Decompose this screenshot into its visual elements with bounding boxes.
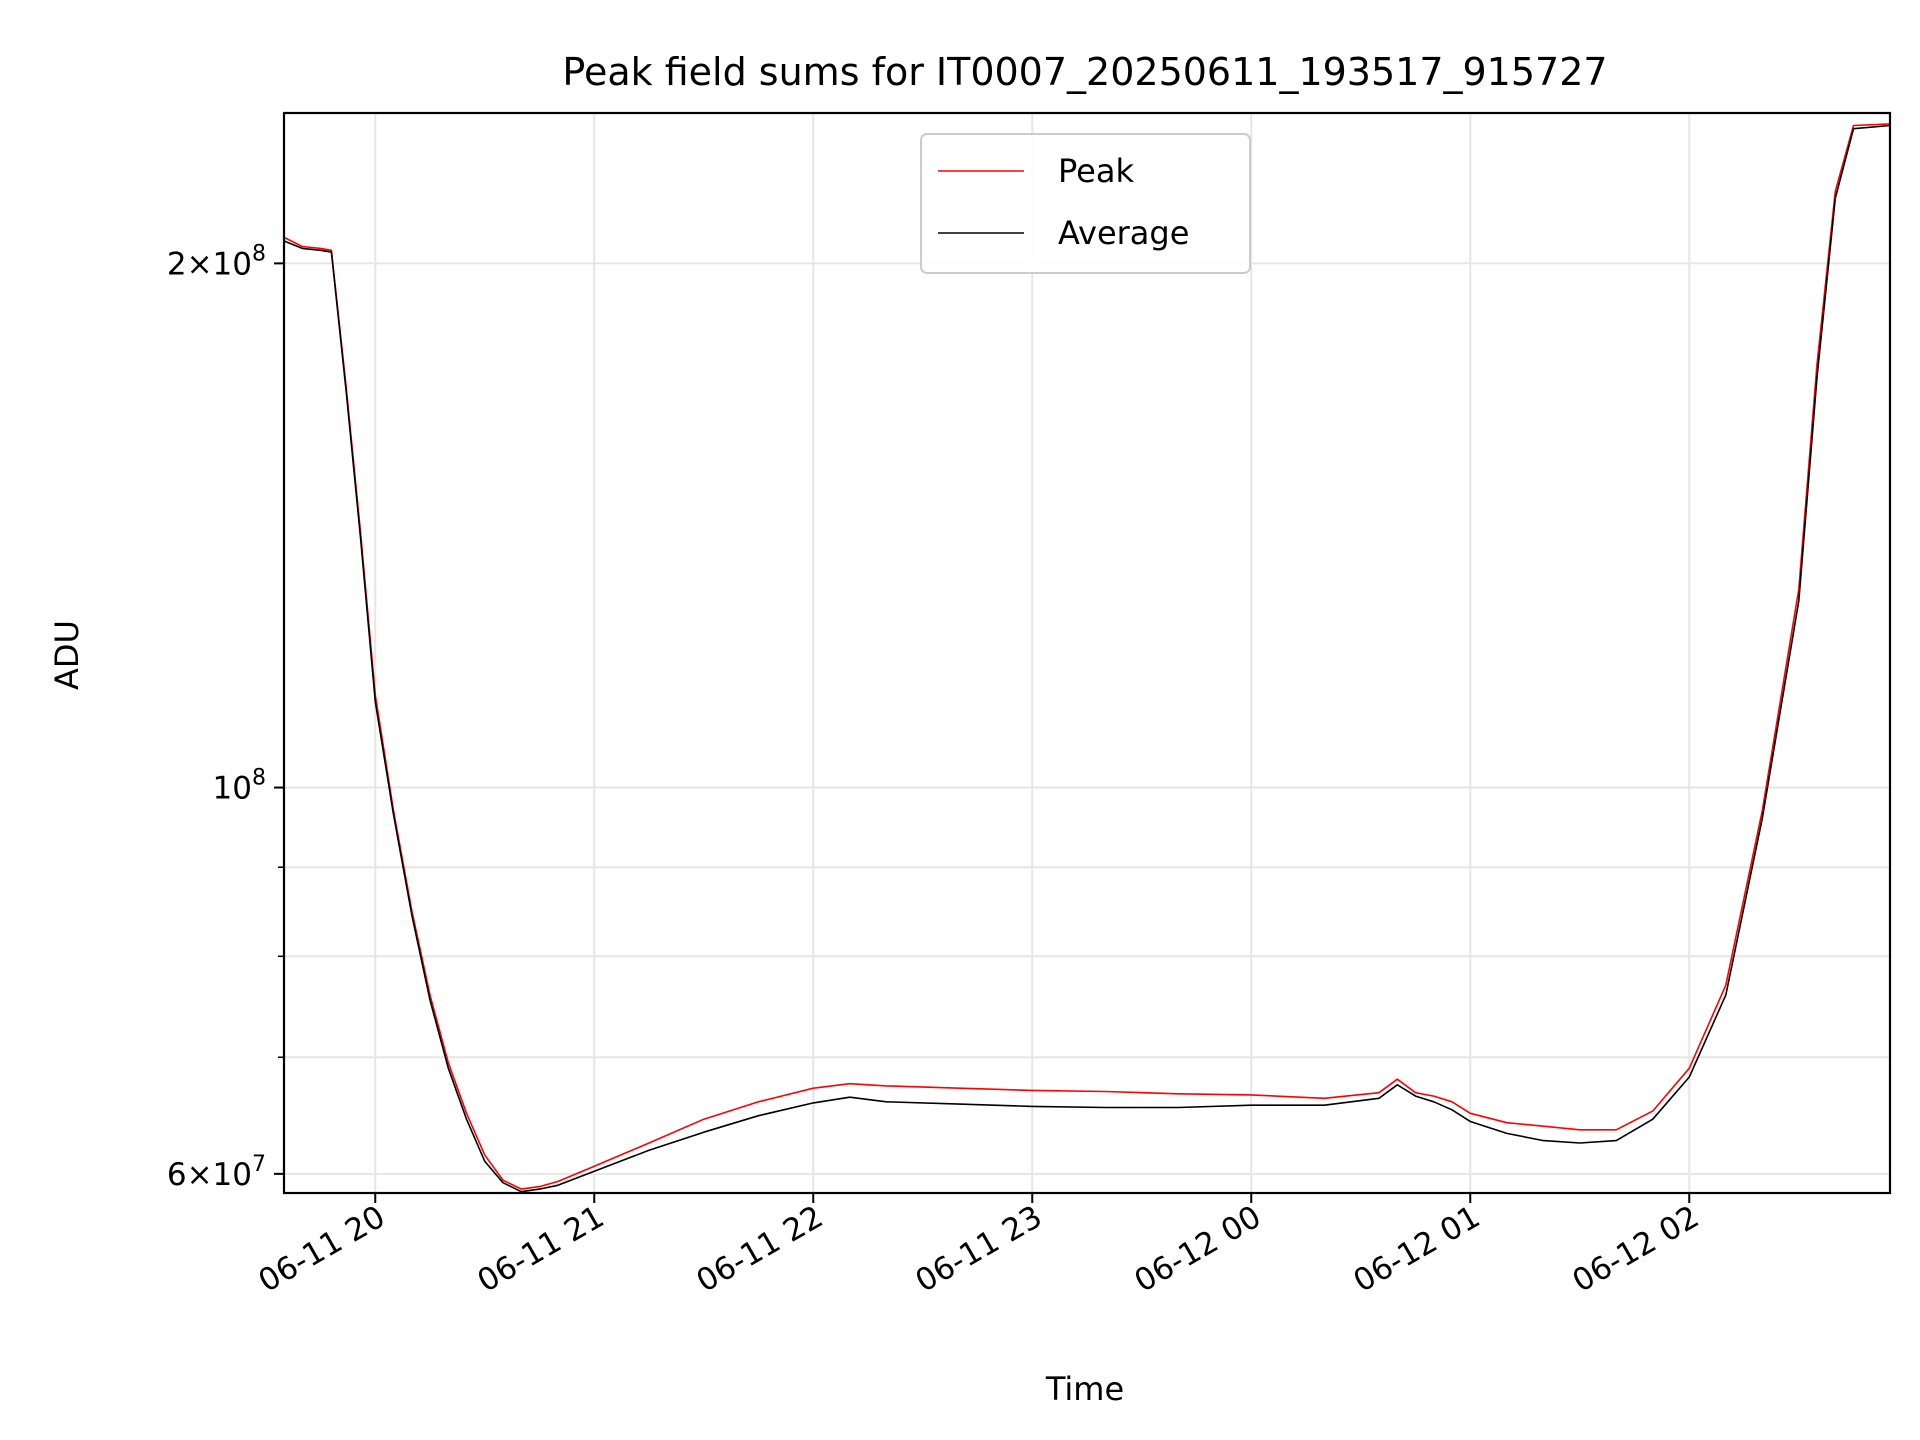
y-tick-mantissa: 2 <box>167 246 187 282</box>
legend-label-average: Average <box>1058 214 1189 252</box>
y-tick-times: × <box>187 246 213 282</box>
y-tick-exponent: 8 <box>252 766 266 791</box>
y-tick-base: 10 <box>213 771 252 807</box>
y-tick-exponent: 8 <box>252 241 266 266</box>
y-tick-times: × <box>187 1157 213 1193</box>
plot-frame <box>282 111 1892 1195</box>
chart-title: Peak field sums for IT0007_20250611_1935… <box>562 50 1607 94</box>
y-tick-label: 108 <box>213 766 266 807</box>
y-tick-label: 6×107 <box>167 1152 266 1193</box>
series-line-average <box>283 124 1891 1193</box>
grid <box>284 113 1890 1193</box>
y-tick-mantissa: 6 <box>167 1157 187 1193</box>
y-tick-base: 10 <box>213 246 252 282</box>
y-axis-label: ADU <box>48 620 86 690</box>
x-axis-label: Time <box>1045 1370 1124 1408</box>
y-tick-base: 10 <box>213 1157 252 1193</box>
plot-series <box>283 123 1891 1193</box>
y-tick-label: 2×108 <box>167 241 266 282</box>
legend-label-peak: Peak <box>1058 152 1134 190</box>
legend-box <box>920 133 1251 274</box>
y-tick-exponent: 7 <box>252 1152 266 1177</box>
legend: Peak Average <box>920 133 1251 274</box>
